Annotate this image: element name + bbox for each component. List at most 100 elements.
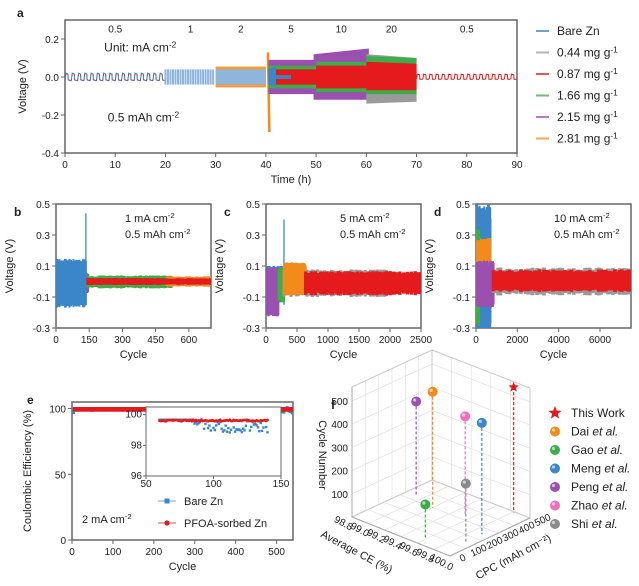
y-axis-label: Voltage (V) xyxy=(214,239,226,293)
inset-point-bare-zn xyxy=(213,428,217,432)
grid-line xyxy=(417,505,498,544)
inset-point-bare-zn xyxy=(239,429,242,432)
sphere-highlight xyxy=(422,501,426,505)
inset-y-tick-label: 100 xyxy=(125,410,142,421)
inset-point-bare-zn xyxy=(202,427,206,430)
capacity-annotation: 0.5 mAh cm-2 xyxy=(554,227,620,241)
panel-d: 0 2000 4000 6000 -0.3 -0.1 0.1 0.3 0.5 Cycle Volta… xyxy=(424,200,632,361)
inset-point-bare-zn xyxy=(219,420,222,424)
inset-point-bare-zn xyxy=(221,430,225,433)
legend-marker-circle xyxy=(164,520,170,526)
plot-area xyxy=(476,204,631,328)
panel-label: c xyxy=(224,205,231,219)
y-tick-label: -0.1 xyxy=(243,293,261,304)
sphere-highlight xyxy=(462,480,466,484)
inset-point-bare-zn xyxy=(232,426,235,429)
inset-point-bare-zn xyxy=(250,425,253,429)
y-tick-label: 0 xyxy=(60,536,66,547)
x-tick-label: 80 xyxy=(461,160,473,171)
x-tick-label: 2000 xyxy=(506,335,529,346)
x-tick-label: 6000 xyxy=(589,335,612,346)
current-annotation: 2 mA cm-2 xyxy=(82,512,132,526)
y-tick-label: -0.3 xyxy=(243,324,261,335)
inset-point-bare-zn xyxy=(258,430,261,433)
x-axis-label: Cycle xyxy=(540,349,568,361)
sphere-highlight xyxy=(551,520,556,525)
sphere-highlight xyxy=(551,502,556,506)
sphere-highlight xyxy=(413,398,417,402)
y-tick-label: -0.4 xyxy=(42,149,60,160)
y-tick-label: 50 xyxy=(55,470,67,481)
y-tick-label: 0 xyxy=(458,552,468,565)
inset-point-bare-zn xyxy=(233,430,237,433)
y-axis-label: Voltage (V) xyxy=(4,239,16,293)
x-tick-label: 40 xyxy=(260,160,272,171)
series-band-bare-2mA xyxy=(215,69,266,85)
y-tick-label: 500 xyxy=(533,512,553,529)
x-tick-label: 30 xyxy=(210,160,222,171)
grid-line xyxy=(351,433,531,472)
x-tick-label: 200 xyxy=(146,547,163,558)
inset-point-bare-zn xyxy=(206,426,210,430)
inset-frame xyxy=(145,406,282,477)
x-axis-label: Cycle xyxy=(330,349,358,361)
data-point-bare-zn xyxy=(72,411,75,415)
grid-line xyxy=(433,511,514,550)
plot-area xyxy=(56,213,211,308)
series-band xyxy=(476,260,495,308)
x-tick-label: 10 xyxy=(110,160,122,171)
inset-point-pfoa xyxy=(266,418,269,422)
z-axis-label: Cycle Number xyxy=(316,420,328,490)
y-tick-label: 0.5 xyxy=(246,200,260,211)
plot-area xyxy=(266,219,421,317)
inset-point-bare-zn xyxy=(259,421,262,425)
inset-point-bare-zn xyxy=(196,423,199,426)
legend-marker-sphere xyxy=(550,463,560,474)
x-tick-label: 0 xyxy=(69,547,75,558)
y-tick-label: 0.2 xyxy=(45,35,59,46)
plot-frame xyxy=(64,19,518,154)
legend-label: PFOA-sorbed Zn xyxy=(184,518,267,530)
x-axis-label: Time (h) xyxy=(271,174,312,186)
panel-label: f xyxy=(331,398,336,412)
legend-marker-sphere xyxy=(550,519,560,529)
y-tick-label: 0.5 xyxy=(456,200,470,211)
z-tick-label: 300 xyxy=(331,443,348,454)
legend-label: Gao et al. xyxy=(571,443,623,457)
legend-label: Shi et al. xyxy=(571,517,618,531)
inset-point-bare-zn xyxy=(264,425,268,429)
inset-point-bare-zn xyxy=(262,426,265,429)
y-axis-label: Voltage (V) xyxy=(424,239,436,293)
y-tick-label: -0.1 xyxy=(453,293,471,304)
grid-line xyxy=(351,363,531,403)
x-tick-label: 50 xyxy=(311,160,323,171)
inset-point-bare-zn xyxy=(204,422,207,426)
legend-marker-sphere xyxy=(550,445,560,455)
x-axis-label: Cycle xyxy=(169,561,197,573)
x-tick-label: 60 xyxy=(361,160,373,171)
inset-point-bare-zn xyxy=(255,424,258,427)
legend-label: Dai et al. xyxy=(571,425,618,439)
capacity-annotation: 0.5 mAh cm-2 xyxy=(108,110,180,125)
inset-point-bare-zn xyxy=(256,426,260,429)
x-tick-label: 70 xyxy=(411,160,423,171)
legend-label: Bare Zn xyxy=(184,496,223,508)
rate-label: 0.5 xyxy=(460,24,474,35)
x-tick-label: 300 xyxy=(186,547,203,558)
series-band xyxy=(303,271,421,296)
inset-point-bare-zn xyxy=(266,431,269,434)
y-tick-label: 0.3 xyxy=(456,231,470,242)
grid-line xyxy=(368,486,449,524)
current-annotation: 10 mA cm-2 xyxy=(554,211,610,225)
data-point-sphere xyxy=(476,417,487,428)
legend-label: 2.15 mg g-1 xyxy=(557,109,618,124)
inset-x-tick-label: 100 xyxy=(205,479,222,490)
series-band xyxy=(266,267,280,317)
x-tick-label: 2000 xyxy=(379,335,402,346)
y-tick-label: 0.1 xyxy=(36,262,50,273)
series-band xyxy=(268,61,417,91)
inset-point-bare-zn xyxy=(209,429,212,432)
y-tick-label: 0.3 xyxy=(246,231,260,242)
legend-marker-square xyxy=(164,498,170,504)
sphere-highlight xyxy=(551,446,556,451)
